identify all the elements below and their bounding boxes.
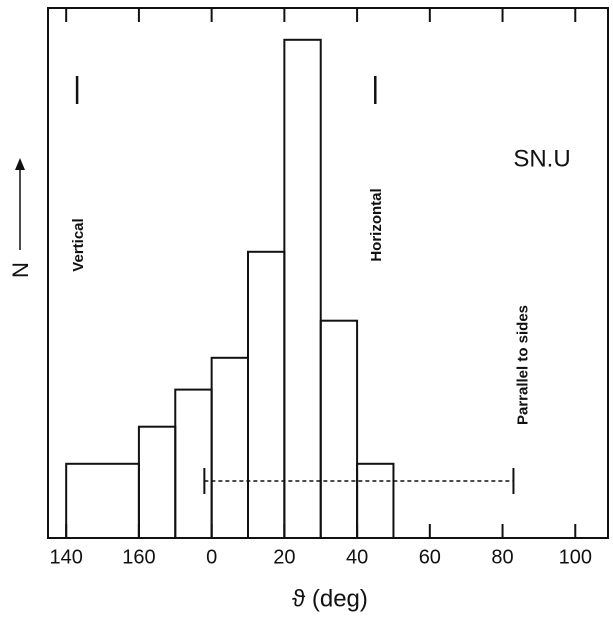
bar bbox=[356, 462, 395, 539]
marker-label: Vertical bbox=[70, 218, 87, 271]
bar bbox=[319, 319, 359, 540]
y-axis-label: N bbox=[8, 262, 33, 278]
bar bbox=[174, 388, 213, 539]
x-tick-label: 40 bbox=[346, 546, 368, 568]
x-tick-label: 80 bbox=[491, 546, 513, 568]
x-tick-label: 60 bbox=[419, 546, 441, 568]
x-tick-label: 100 bbox=[559, 546, 592, 568]
bar bbox=[210, 356, 250, 539]
frame bbox=[47, 7, 609, 539]
x-tick-label: 20 bbox=[273, 546, 295, 568]
marker-label: Horizontal bbox=[368, 188, 385, 261]
range-label: Parrallel to sides bbox=[514, 305, 531, 425]
bar bbox=[283, 38, 322, 540]
x-tick-label: 0 bbox=[206, 546, 217, 568]
bar bbox=[247, 250, 286, 540]
annotation: SN.U bbox=[513, 145, 570, 172]
y-arrow-head bbox=[15, 158, 25, 170]
x-tick-label: 140 bbox=[49, 546, 82, 568]
x-tick-label: 160 bbox=[122, 546, 155, 568]
x-axis-label: ϑ (deg) bbox=[292, 585, 368, 612]
bar bbox=[65, 462, 140, 539]
bar bbox=[137, 425, 177, 540]
